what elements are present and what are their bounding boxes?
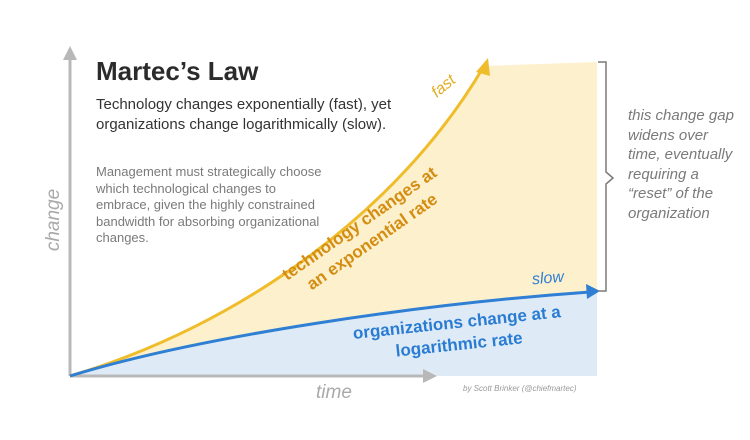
organization-arrowhead xyxy=(586,284,600,299)
x-axis-label: time xyxy=(316,382,352,403)
gap-bracket xyxy=(598,61,615,292)
change-gap-note: this change gap widens over time, eventu… xyxy=(628,107,734,222)
y-axis-arrowhead xyxy=(63,46,77,60)
management-note: Management must strategically choose whi… xyxy=(96,164,322,245)
slow-label: slow xyxy=(531,268,565,289)
organization-area xyxy=(70,292,597,376)
author-credit: by Scott Brinker (@chiefmartec) xyxy=(463,384,577,393)
diagram-title: Martec’s Law xyxy=(96,56,259,86)
technology-arrowhead xyxy=(476,58,490,76)
change-gap-area xyxy=(70,62,597,376)
technology-curve xyxy=(69,65,486,378)
diagram-subtitle: Technology changes exponentially (fast),… xyxy=(96,96,392,133)
x-axis-arrowhead xyxy=(423,369,437,383)
y-axis-label: change xyxy=(43,188,64,252)
organization-curve xyxy=(69,290,591,378)
